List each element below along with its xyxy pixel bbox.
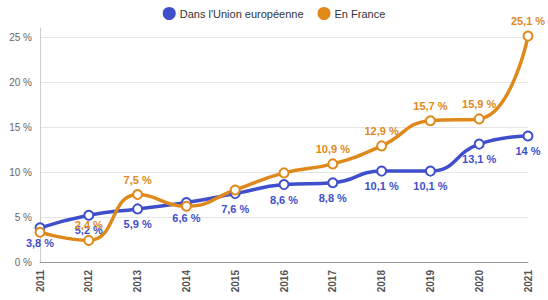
svg-text:7,6 %: 7,6 % [221,203,249,215]
svg-text:15 %: 15 % [9,122,32,133]
svg-text:2021: 2021 [523,270,534,293]
svg-text:2019: 2019 [425,270,436,293]
svg-text:0 %: 0 % [15,257,32,268]
svg-text:2016: 2016 [279,270,290,293]
svg-text:2018: 2018 [376,270,387,293]
svg-text:Dans l'Union européenne: Dans l'Union européenne [180,8,304,20]
svg-text:15,7 %: 15,7 % [413,100,447,112]
svg-text:10,1 %: 10,1 % [413,180,447,192]
svg-text:2,4 %: 2,4 % [75,219,103,231]
svg-text:10,1 %: 10,1 % [364,180,398,192]
svg-text:2013: 2013 [132,270,143,293]
svg-text:25 %: 25 % [9,32,32,43]
svg-text:En France: En France [335,8,386,20]
svg-text:13,1 %: 13,1 % [462,153,496,165]
svg-text:8,6 %: 8,6 % [270,194,298,206]
svg-text:12,9 %: 12,9 % [364,125,398,137]
svg-text:2014: 2014 [181,270,192,293]
svg-text:3,8 %: 3,8 % [26,237,54,249]
svg-text:2020: 2020 [474,270,485,293]
svg-text:6,6 %: 6,6 % [172,212,200,224]
svg-text:5,9 %: 5,9 % [124,218,152,230]
svg-text:15,9 %: 15,9 % [462,98,496,110]
svg-text:10 %: 10 % [9,167,32,178]
svg-text:7,5 %: 7,5 % [124,174,152,186]
svg-text:5 %: 5 % [15,212,32,223]
svg-text:8,8 %: 8,8 % [319,192,347,204]
svg-text:14 %: 14 % [515,145,540,157]
svg-text:2017: 2017 [327,270,338,293]
svg-text:25,1 %: 25,1 % [511,15,545,27]
svg-text:2015: 2015 [230,270,241,293]
svg-text:2011: 2011 [35,270,46,292]
svg-text:10,9 %: 10,9 % [316,143,350,155]
svg-text:2012: 2012 [83,270,94,293]
svg-text:20 %: 20 % [9,77,32,88]
